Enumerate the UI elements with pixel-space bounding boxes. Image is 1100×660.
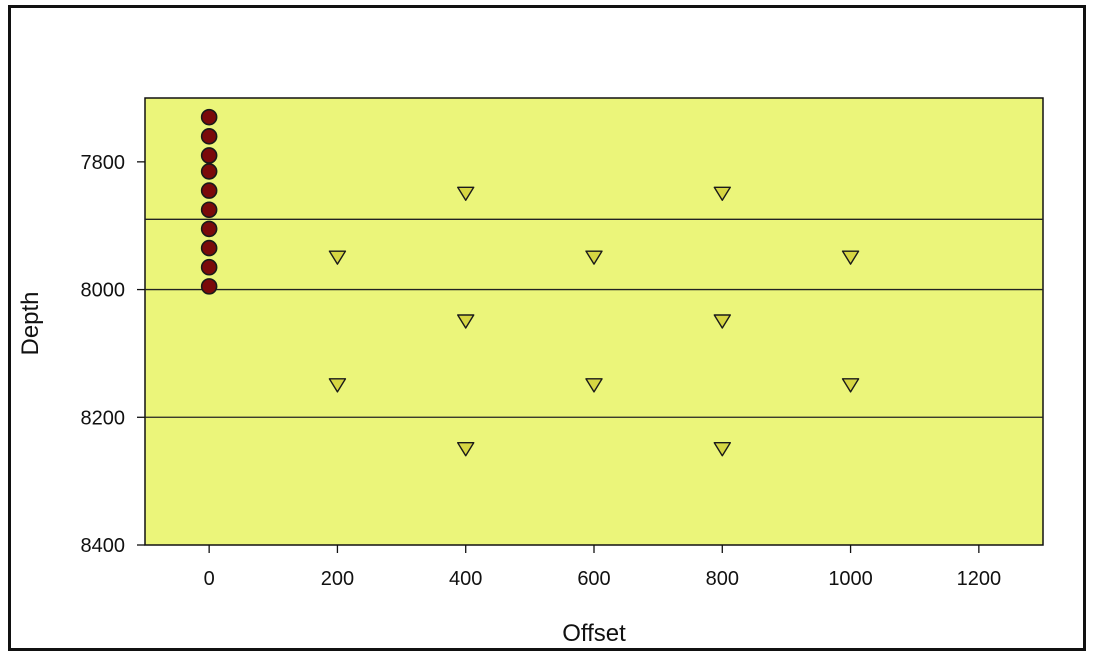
reference-lines-group — [145, 218, 1043, 418]
x-tick-label: 600 — [577, 568, 610, 590]
plot-area-group — [144, 97, 1044, 546]
y-axis-title: Depth — [17, 291, 44, 355]
circle-point — [200, 163, 218, 180]
triangle-point — [328, 378, 347, 393]
markers-group — [200, 108, 860, 457]
triangle-point — [713, 314, 731, 329]
triangle-point — [713, 186, 731, 201]
triangle-point — [841, 378, 860, 393]
triangle-point — [585, 378, 603, 393]
circle-point — [200, 201, 218, 219]
circle-point — [200, 220, 218, 238]
circle-point — [200, 108, 218, 126]
circle-point — [200, 182, 218, 199]
x-tick-label: 800 — [706, 568, 739, 590]
axes-group: 0 200 400 600 800 1000 1200 7800 8000 8200 8400 — [81, 152, 1002, 590]
x-tick-label: 1000 — [828, 568, 873, 590]
plot-area — [144, 97, 1044, 546]
triangle-point — [457, 314, 475, 329]
triangle-point — [585, 250, 603, 265]
triangle-point — [713, 442, 731, 457]
y-tick-label: 7800 — [81, 152, 126, 174]
circle-point — [200, 147, 218, 164]
circle-point — [200, 239, 218, 257]
x-axis-title: Offset — [562, 620, 626, 647]
x-tick-label: 400 — [449, 568, 482, 590]
y-tick-label: 8200 — [81, 407, 126, 429]
triangle-point — [328, 250, 347, 265]
y-tick-label: 8400 — [81, 535, 126, 557]
triangle-point — [841, 250, 860, 265]
triangle-point — [457, 442, 475, 457]
circle-point — [200, 128, 218, 145]
x-tick-label: 0 — [204, 568, 215, 590]
circle-point — [200, 258, 218, 276]
triangle-point — [457, 186, 475, 201]
x-tick-label: 1200 — [957, 568, 1002, 590]
circle-point — [200, 278, 218, 295]
x-tick-label: 200 — [321, 568, 354, 590]
y-tick-label: 8000 — [81, 280, 126, 302]
